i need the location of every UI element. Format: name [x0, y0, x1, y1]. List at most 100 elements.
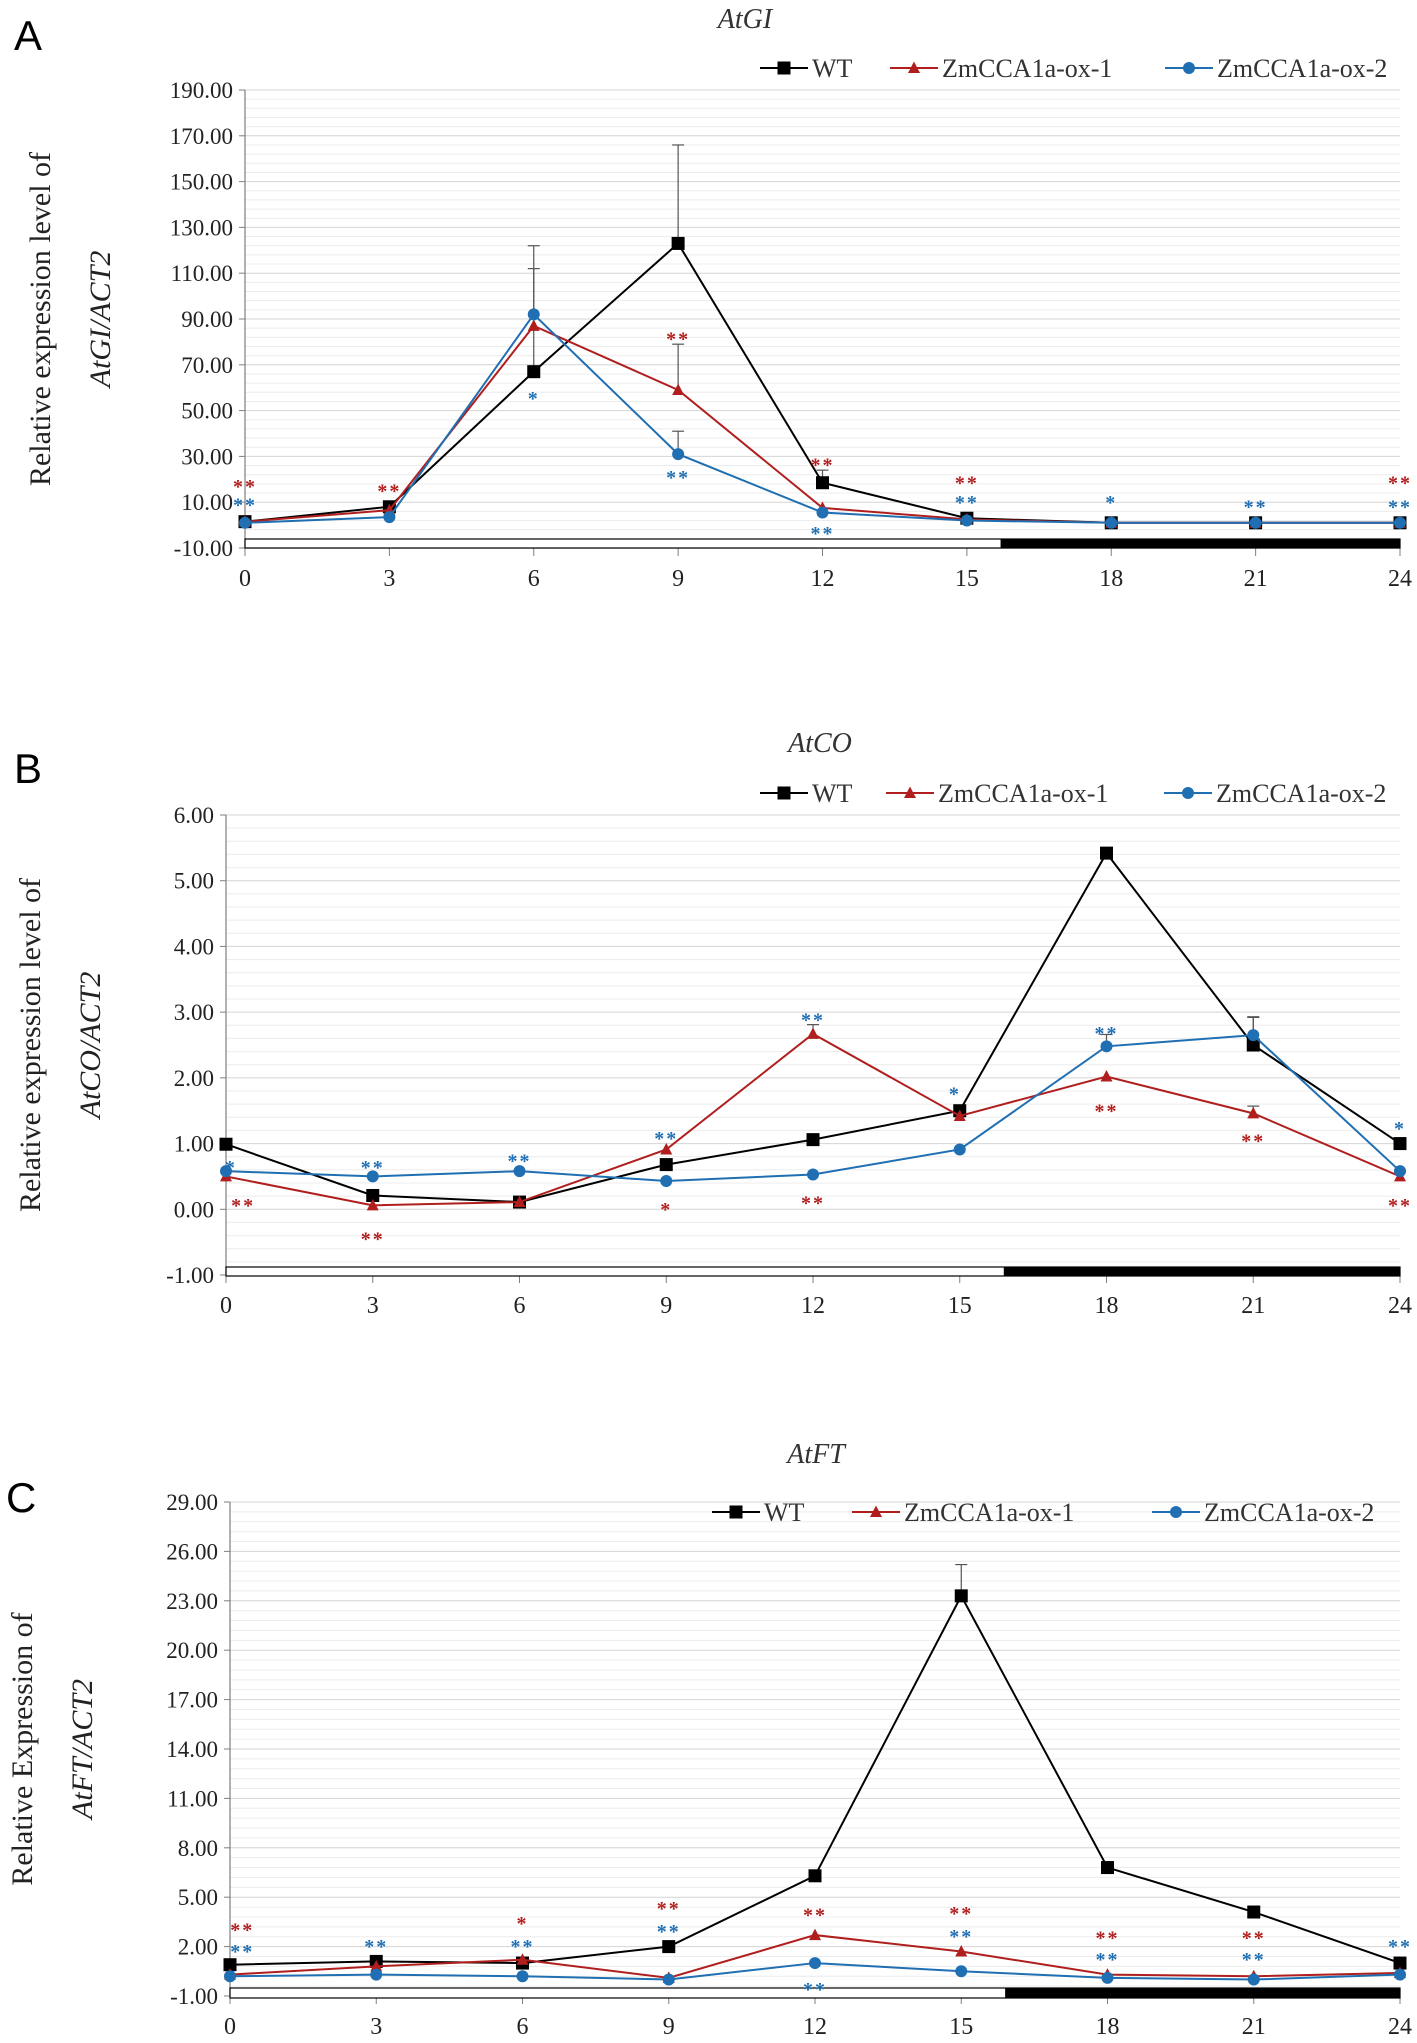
- legend-label: ZmCCA1a-ox-2: [1217, 54, 1387, 83]
- y-tick-label: 170.00: [170, 124, 233, 149]
- x-tick-label: 9: [672, 566, 684, 592]
- y-tick-label: 29.00: [166, 1490, 218, 1515]
- significance-marker: **: [230, 1941, 254, 1963]
- data-point: [1100, 846, 1113, 860]
- data-point: [383, 511, 396, 524]
- significance-marker: **: [231, 1195, 255, 1217]
- series-zmcca1a-ox-2: [224, 1957, 1406, 1986]
- significance-marker: *: [949, 1083, 961, 1105]
- y-tick-label: 6.00: [174, 803, 214, 828]
- y-tick-label: 8.00: [178, 1836, 218, 1861]
- y-tick-label: 4.00: [174, 934, 214, 959]
- data-point: [513, 1195, 526, 1208]
- y-tick-label: 20.00: [166, 1638, 218, 1663]
- legend-marker: [777, 61, 791, 75]
- legend-label: WT: [812, 779, 853, 808]
- y-axis-label-gene: AtFT/ACT2: [66, 1679, 99, 1821]
- significance-marker: **: [508, 1150, 532, 1172]
- significance-marker: **: [654, 1128, 678, 1150]
- legend-marker: [1183, 62, 1195, 74]
- data-point: [1101, 1971, 1114, 1984]
- data-point: [807, 1027, 819, 1039]
- data-point: [1394, 1968, 1406, 1981]
- legend-marker: [870, 1505, 882, 1517]
- data-point: [527, 308, 540, 321]
- significance-marker: **: [955, 492, 979, 514]
- y-axis-label: Relative expression level of: [24, 152, 57, 486]
- data-point: [806, 1133, 820, 1147]
- significance-marker: **: [233, 476, 257, 498]
- series-line: [225, 1034, 1401, 1183]
- chart-title: AtCO: [786, 728, 852, 759]
- legend-marker: [1182, 787, 1194, 799]
- significance-marker: *: [1105, 492, 1117, 514]
- panel-label: C: [6, 1474, 36, 1521]
- significance-marker: **: [1095, 1023, 1119, 1045]
- legend-marker: [904, 786, 916, 798]
- significance-marker: **: [233, 494, 257, 516]
- y-tick-label: 70.00: [181, 353, 233, 378]
- data-point: [808, 1869, 822, 1883]
- significance-marker: **: [803, 1979, 827, 2001]
- y-tick-label: 90.00: [181, 307, 233, 332]
- legend: WT ZmCCA1a-ox-1 ZmCCA1a-ox-2: [712, 1498, 1374, 1527]
- legend-label: ZmCCA1a-ox-1: [938, 779, 1108, 808]
- significance-marker: **: [1096, 1949, 1120, 1971]
- y-axis-label: Relative Expression of: [6, 1612, 39, 1885]
- y-tick-label: -1.00: [170, 1984, 218, 2009]
- significance-marker: **: [230, 1919, 254, 1941]
- significance-marker: *: [517, 1913, 529, 1935]
- dark-period-bar: [1005, 1988, 1400, 1998]
- y-tick-label: 11.00: [167, 1786, 218, 1811]
- data-point: [516, 1953, 529, 1965]
- data-point: [1394, 516, 1406, 529]
- x-tick-label: 9: [660, 1293, 672, 1319]
- legend-marker: [1170, 1506, 1182, 1518]
- data-point: [662, 1973, 675, 1986]
- significance-marker: **: [511, 1936, 535, 1958]
- x-tick-label: 12: [803, 2014, 827, 2040]
- significance-marker: **: [377, 481, 401, 503]
- y-tick-label: 190.00: [170, 78, 233, 103]
- y-tick-label: -1.00: [166, 1263, 214, 1288]
- data-point: [370, 1959, 383, 1972]
- x-tick-label: 6: [517, 2014, 529, 2040]
- y-axis-label-gene: AtGI/ACT2: [84, 251, 117, 390]
- x-tick-label: 24: [1388, 2014, 1412, 2040]
- x-tick-label: 21: [1244, 566, 1268, 592]
- significance-marker: **: [666, 467, 690, 489]
- data-point: [1393, 1956, 1407, 1970]
- series-wt: [223, 1563, 1407, 1972]
- x-tick-label: 21: [1241, 1293, 1265, 1319]
- series-zmcca1a-ox-1: [239, 319, 1406, 528]
- legend-marker: [777, 786, 791, 800]
- significance-marker: **: [1388, 1936, 1412, 1958]
- x-tick-label: 9: [663, 2014, 675, 2040]
- y-tick-label: 5.00: [178, 1885, 218, 1910]
- significance-marker: **: [657, 1898, 681, 1920]
- data-point: [816, 506, 829, 519]
- data-point: [1247, 1029, 1260, 1042]
- x-tick-label: 18: [1099, 566, 1123, 592]
- significance-marker: *: [1394, 1118, 1406, 1140]
- legend-label: ZmCCA1a-ox-1: [904, 1498, 1074, 1527]
- legend-label: ZmCCA1a-ox-1: [942, 54, 1112, 83]
- data-point: [660, 1175, 673, 1188]
- x-tick-label: 3: [383, 566, 395, 592]
- significance-marker: **: [1242, 1949, 1266, 1971]
- series-zmcca1a-ox-2: [239, 245, 1406, 529]
- x-tick-label: 18: [1095, 1293, 1119, 1319]
- legend-marker: [729, 1505, 743, 1519]
- y-tick-label: 17.00: [166, 1688, 218, 1713]
- legend-label: WT: [812, 54, 853, 83]
- series-line: [244, 312, 1400, 524]
- data-point: [1247, 1905, 1261, 1919]
- data-point: [659, 1158, 673, 1172]
- data-point: [807, 1168, 819, 1181]
- x-tick-label: 15: [948, 1293, 972, 1319]
- significance-marker: **: [949, 1903, 973, 1925]
- panel-b: -1.00 0.00 1.00 2.00 3.00 4.00 5.00 6.00 0 3 6 9 12 1…: [14, 728, 1412, 1319]
- data-point: [1247, 1106, 1260, 1119]
- data-point: [1246, 1038, 1260, 1052]
